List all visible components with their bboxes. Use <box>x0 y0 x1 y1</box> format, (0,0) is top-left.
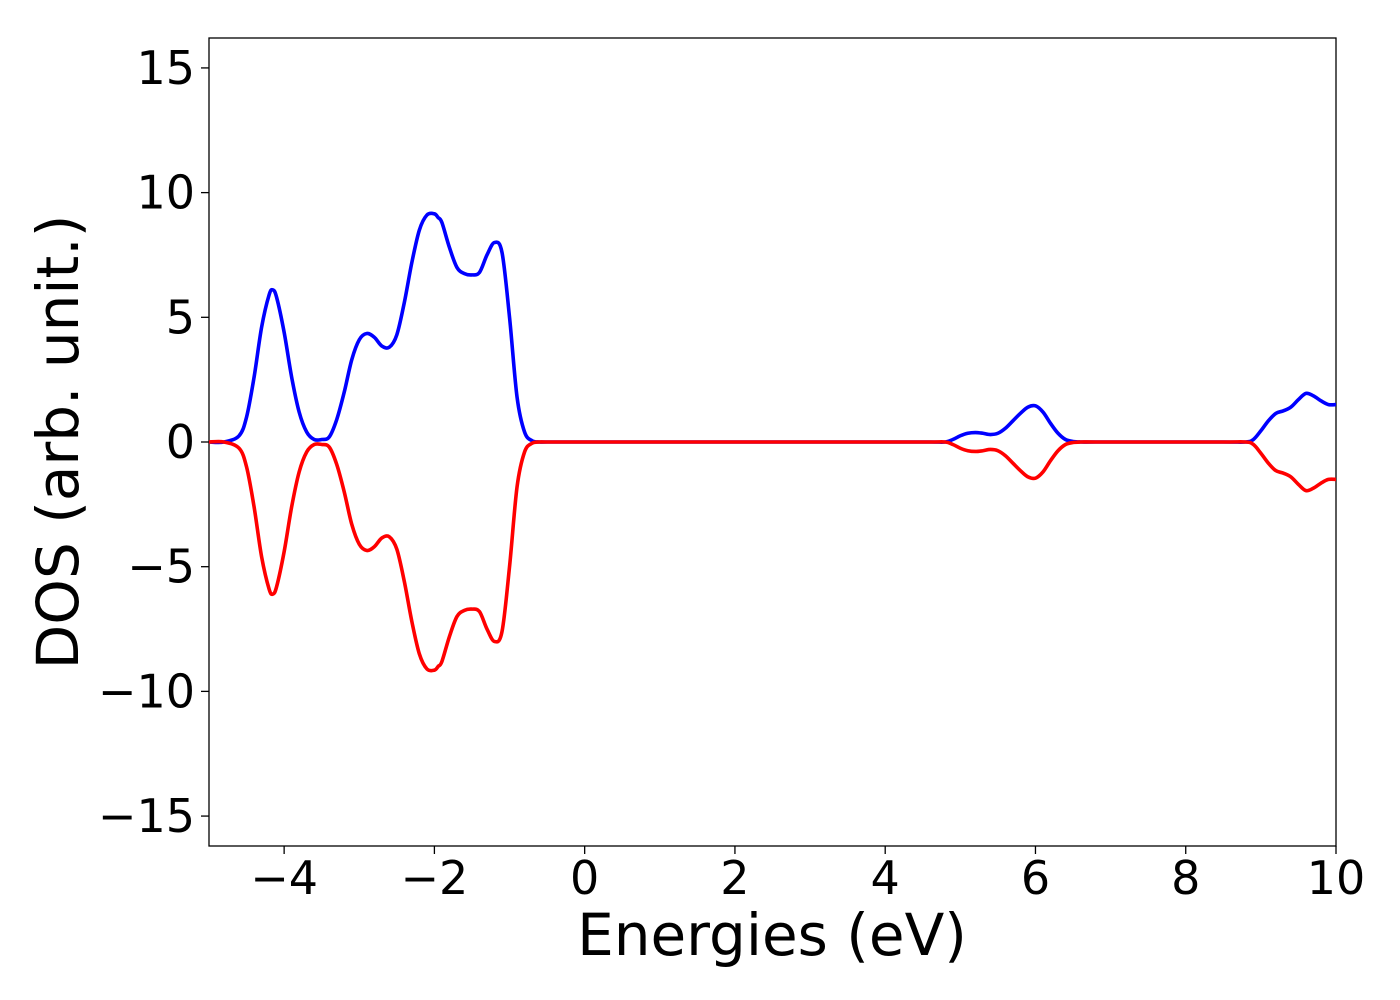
x-tick-label: 4 <box>871 851 900 905</box>
y-tick-label: −15 <box>98 789 195 843</box>
x-tick-label: 6 <box>1021 851 1050 905</box>
x-tick-label: 8 <box>1171 851 1200 905</box>
y-tick-label: 15 <box>136 41 195 95</box>
y-tick-label: 0 <box>166 415 195 469</box>
y-axis: 15 10 5 0 −5 −10 −15 <box>98 41 209 843</box>
y-tick-label: 5 <box>166 290 195 344</box>
series-line-2 <box>209 439 1336 673</box>
x-tick-label: 0 <box>570 851 599 905</box>
y-tick-label: 10 <box>136 166 195 220</box>
x-tick-label: −2 <box>400 851 468 905</box>
y-tick-label: −5 <box>127 540 195 594</box>
y-axis-title: DOS (arb. unit.) <box>24 215 92 670</box>
series-line-1 <box>209 211 1336 445</box>
x-axis-title: Energies (eV) <box>577 901 967 969</box>
x-tick-label: 2 <box>720 851 749 905</box>
x-tick-label: −4 <box>250 851 318 905</box>
x-tick-label: 10 <box>1307 851 1366 905</box>
y-tick-label: −10 <box>98 664 195 718</box>
series-layer <box>209 211 1336 673</box>
x-axis: −4 −2 0 2 4 6 8 10 <box>250 846 1365 905</box>
